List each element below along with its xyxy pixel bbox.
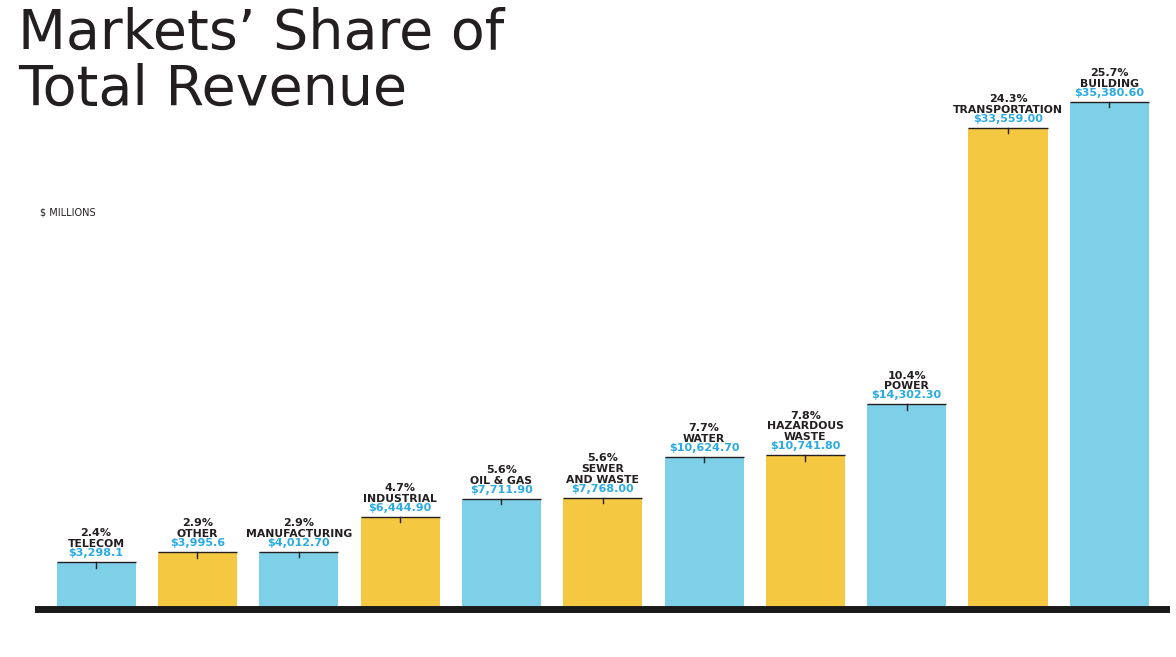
Bar	[563, 498, 642, 609]
Bar	[1070, 102, 1149, 609]
Text: $33,559.00: $33,559.00	[973, 114, 1043, 124]
Text: $6,444.90: $6,444.90	[368, 503, 432, 512]
Text: 10.4%: 10.4%	[888, 371, 926, 380]
Text: 4.7%: 4.7%	[385, 484, 415, 493]
Text: $ MILLIONS: $ MILLIONS	[40, 208, 96, 217]
Bar	[259, 552, 339, 609]
Text: 25.7%: 25.7%	[1090, 68, 1129, 78]
Text: 7.7%: 7.7%	[689, 423, 720, 434]
Text: TELECOM: TELECOM	[67, 539, 125, 549]
Text: $3,298.1: $3,298.1	[68, 548, 123, 558]
Text: $7,711.90: $7,711.90	[470, 484, 533, 495]
Text: 5.6%: 5.6%	[486, 465, 516, 475]
Text: 2.9%: 2.9%	[283, 518, 314, 528]
Text: $4,012.70: $4,012.70	[267, 537, 330, 547]
Text: OIL & GAS: OIL & GAS	[470, 476, 533, 486]
Text: INDUSTRIAL: INDUSTRIAL	[363, 494, 437, 504]
Bar	[361, 516, 440, 609]
Text: 2.9%: 2.9%	[182, 518, 213, 528]
Text: $7,768.00: $7,768.00	[572, 484, 634, 493]
Text: SEWER
AND WASTE: SEWER AND WASTE	[567, 464, 639, 485]
Text: BUILDING: BUILDING	[1080, 79, 1138, 89]
Text: $14,302.30: $14,302.30	[871, 390, 942, 400]
Bar	[867, 404, 947, 609]
Text: $10,624.70: $10,624.70	[669, 443, 740, 453]
Text: OTHER: OTHER	[176, 529, 219, 539]
Text: 2.4%: 2.4%	[81, 528, 112, 539]
Bar	[766, 455, 844, 609]
Text: POWER: POWER	[884, 381, 929, 391]
Text: 7.8%: 7.8%	[790, 411, 821, 420]
Text: WATER: WATER	[683, 434, 726, 444]
Text: $3,995.6: $3,995.6	[169, 538, 225, 548]
Bar	[158, 552, 236, 609]
Text: Markets’ Share of
Total Revenue: Markets’ Share of Total Revenue	[18, 7, 503, 117]
Text: 5.6%: 5.6%	[587, 453, 619, 463]
Bar	[664, 457, 743, 609]
Bar	[56, 562, 135, 609]
Text: HAZARDOUS
WASTE: HAZARDOUS WASTE	[767, 421, 844, 442]
Text: MANUFACTURING: MANUFACTURING	[246, 529, 352, 539]
Bar	[462, 499, 541, 609]
Text: $10,741.80: $10,741.80	[770, 441, 841, 451]
Bar	[969, 127, 1048, 609]
Text: TRANSPORTATION: TRANSPORTATION	[953, 104, 1063, 115]
Text: $35,380.60: $35,380.60	[1075, 87, 1144, 97]
Text: 24.3%: 24.3%	[989, 95, 1028, 104]
